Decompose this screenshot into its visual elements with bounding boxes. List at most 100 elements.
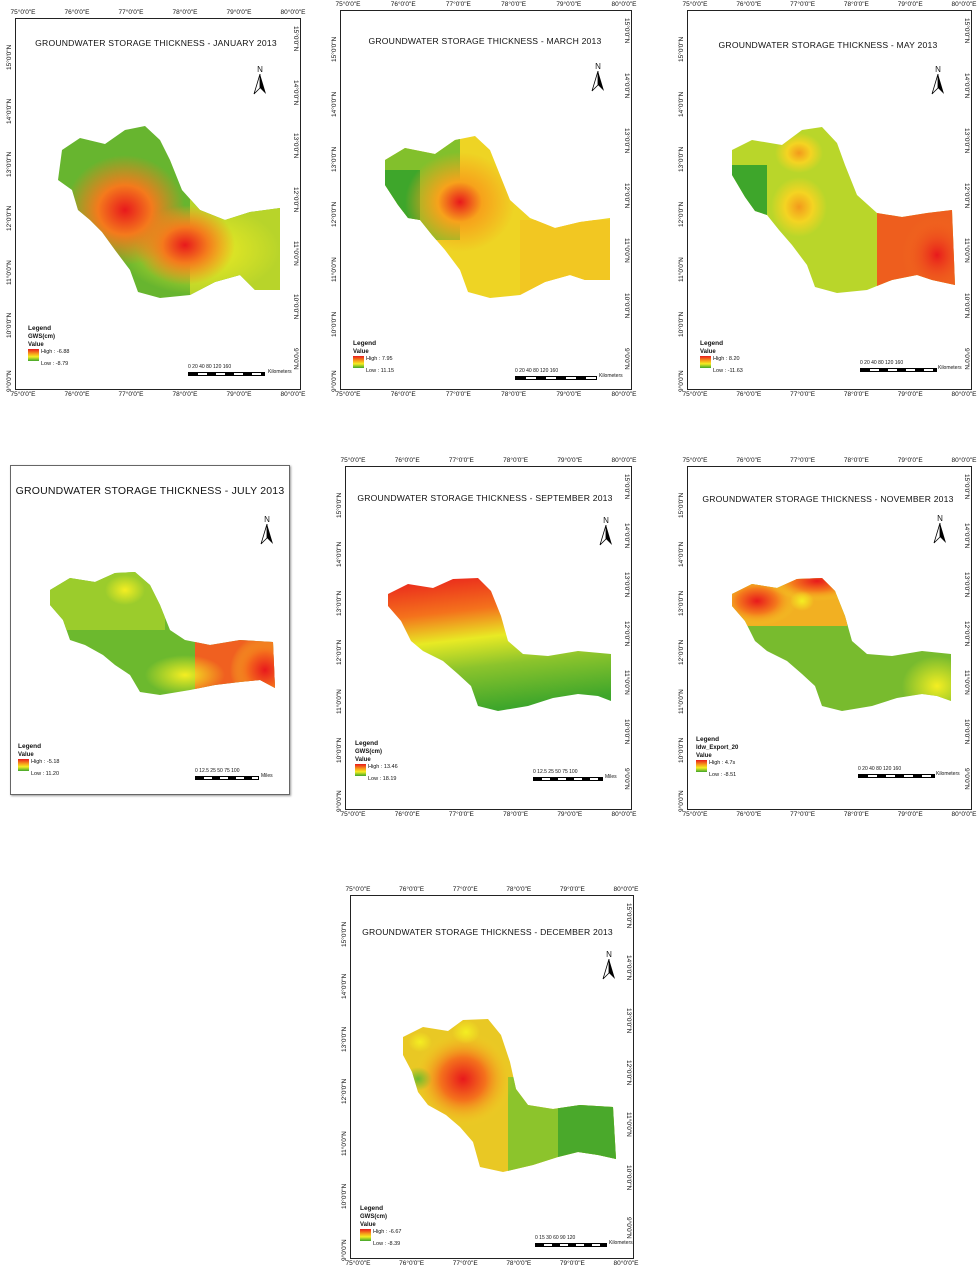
longitude-tick-label: 76°0'0"E: [736, 457, 762, 464]
map-frame: [687, 10, 972, 390]
latitude-tick-label: 14°0'0"N: [963, 73, 970, 99]
gws-map-march: [385, 136, 610, 298]
longitude-tick-label: 77°0'0"E: [790, 1, 816, 8]
latitude-tick-label: 9°0'0"N: [623, 768, 630, 790]
gws-map-december: [403, 1019, 616, 1172]
longitude-tick-label: 79°0'0"E: [226, 9, 252, 16]
latitude-tick-label: 11°0'0"N: [336, 689, 343, 714]
latitude-tick-label: 11°0'0"N: [678, 689, 685, 714]
longitude-tick-label: 75°0'0"E: [682, 1, 708, 8]
longitude-tick-label: 78°0'0"E: [501, 391, 527, 398]
latitude-tick-label: 12°0'0"N: [292, 187, 299, 213]
longitude-tick-label: 76°0'0"E: [399, 1260, 425, 1267]
longitude-tick-label: 80°0'0"E: [613, 1260, 639, 1267]
longitude-tick-label: 76°0'0"E: [394, 457, 420, 464]
map-title: GROUNDWATER STORAGE THICKNESS - JULY 201…: [15, 485, 285, 497]
longitude-tick-label: 77°0'0"E: [790, 811, 816, 818]
map-title: GROUNDWATER STORAGE THICKNESS - JANUARY …: [35, 38, 277, 48]
longitude-tick-label: 80°0'0"E: [611, 1, 637, 8]
longitude-tick-label: 78°0'0"E: [506, 886, 532, 893]
latitude-tick-label: 15°0'0"N: [6, 44, 13, 70]
longitude-tick-label: 79°0'0"E: [557, 811, 583, 818]
latitude-tick-label: 12°0'0"N: [336, 639, 343, 665]
color-ramp: [360, 1229, 371, 1241]
longitude-tick-label: 79°0'0"E: [226, 391, 252, 398]
longitude-tick-label: 78°0'0"E: [843, 811, 869, 818]
latitude-tick-label: 15°0'0"N: [625, 903, 632, 929]
map-legend: Legend GWS(cm) Value High : -6.88 Low : -…: [28, 325, 70, 367]
north-arrow-icon: N: [929, 65, 947, 95]
latitude-tick-label: 12°0'0"N: [623, 621, 630, 647]
longitude-tick-label: 77°0'0"E: [448, 811, 474, 818]
north-arrow-icon: N: [589, 62, 607, 92]
longitude-tick-label: 80°0'0"E: [280, 9, 306, 16]
gws-map-may: [732, 127, 955, 293]
longitude-tick-label: 75°0'0"E: [682, 811, 708, 818]
longitude-tick-label: 80°0'0"E: [951, 391, 977, 398]
longitude-tick-label: 75°0'0"E: [345, 1260, 371, 1267]
latitude-tick-label: 13°0'0"N: [623, 572, 630, 598]
map-title: GROUNDWATER STORAGE THICKNESS - NOVEMBER…: [702, 494, 954, 504]
latitude-tick-label: 13°0'0"N: [331, 146, 338, 172]
longitude-tick-label: 75°0'0"E: [10, 391, 36, 398]
north-arrow-icon: N: [600, 950, 618, 980]
latitude-tick-label: 15°0'0"N: [678, 36, 685, 62]
latitude-tick-label: 13°0'0"N: [292, 133, 299, 159]
latitude-tick-label: 10°0'0"N: [963, 719, 970, 745]
longitude-tick-label: 78°0'0"E: [501, 1, 527, 8]
color-ramp: [696, 760, 707, 772]
longitude-tick-label: 80°0'0"E: [611, 391, 637, 398]
longitude-tick-label: 77°0'0"E: [790, 457, 816, 464]
gws-map-november: [732, 578, 951, 711]
longitude-tick-label: 76°0'0"E: [399, 886, 425, 893]
longitude-tick-label: 79°0'0"E: [897, 811, 923, 818]
color-ramp: [355, 764, 366, 776]
latitude-tick-label: 11°0'0"N: [963, 670, 970, 695]
longitude-tick-label: 76°0'0"E: [390, 391, 416, 398]
longitude-tick-label: 77°0'0"E: [118, 391, 144, 398]
latitude-tick-label: 14°0'0"N: [292, 79, 299, 105]
longitude-tick-label: 76°0'0"E: [736, 1, 762, 8]
latitude-tick-label: 12°0'0"N: [6, 205, 13, 231]
color-ramp: [28, 349, 39, 361]
map-panel-december: GROUNDWATER STORAGE THICKNESS - DECEMBER…: [335, 875, 640, 1267]
latitude-tick-label: 15°0'0"N: [341, 921, 348, 947]
latitude-tick-label: 14°0'0"N: [625, 955, 632, 981]
latitude-tick-label: 10°0'0"N: [623, 719, 630, 745]
longitude-tick-label: 75°0'0"E: [335, 391, 361, 398]
longitude-tick-label: 75°0'0"E: [345, 886, 371, 893]
longitude-tick-label: 80°0'0"E: [613, 886, 639, 893]
latitude-tick-label: 10°0'0"N: [292, 294, 299, 320]
map-legend: Legend Value High : 7.95 Low : 11.15: [353, 340, 395, 374]
longitude-tick-label: 75°0'0"E: [340, 811, 366, 818]
map-panel-july: GROUNDWATER STORAGE THICKNESS - JULY 201…: [10, 465, 290, 795]
latitude-tick-label: 13°0'0"N: [625, 1007, 632, 1033]
latitude-tick-label: 11°0'0"N: [331, 257, 338, 282]
latitude-tick-label: 10°0'0"N: [331, 311, 338, 337]
map-panel-may: GROUNDWATER STORAGE THICKNESS - MAY 2013…: [678, 1, 977, 398]
latitude-tick-label: 14°0'0"N: [336, 541, 343, 567]
latitude-tick-label: 9°0'0"N: [331, 370, 338, 392]
longitude-tick-label: 79°0'0"E: [557, 457, 583, 464]
longitude-tick-label: 75°0'0"E: [682, 457, 708, 464]
map-panel-january: GROUNDWATER STORAGE THICKNESS - JANUARY …: [6, 9, 306, 398]
latitude-tick-label: 11°0'0"N: [341, 1131, 348, 1157]
longitude-tick-label: 80°0'0"E: [951, 811, 977, 818]
latitude-tick-label: 12°0'0"N: [331, 201, 338, 227]
longitude-tick-label: 75°0'0"E: [10, 9, 36, 16]
map-title: GROUNDWATER STORAGE THICKNESS - SEPTEMBE…: [357, 493, 613, 503]
map-panel-september: GROUNDWATER STORAGE THICKNESS - SEPTEMBE…: [336, 457, 637, 818]
latitude-tick-label: 12°0'0"N: [623, 183, 630, 209]
longitude-tick-label: 75°0'0"E: [335, 1, 361, 8]
latitude-tick-label: 15°0'0"N: [623, 18, 630, 44]
latitude-tick-label: 15°0'0"N: [623, 474, 630, 500]
longitude-tick-label: 77°0'0"E: [445, 391, 471, 398]
map-frame: [15, 18, 301, 390]
map-panel-november: GROUNDWATER STORAGE THICKNESS - NOVEMBER…: [678, 457, 977, 818]
longitude-tick-label: 80°0'0"E: [951, 457, 977, 464]
latitude-tick-label: 10°0'0"N: [678, 311, 685, 337]
latitude-tick-label: 13°0'0"N: [678, 146, 685, 172]
north-arrow-icon: N: [597, 516, 615, 546]
map-title: GROUNDWATER STORAGE THICKNESS - DECEMBER…: [362, 927, 613, 937]
longitude-tick-label: 78°0'0"E: [172, 391, 198, 398]
